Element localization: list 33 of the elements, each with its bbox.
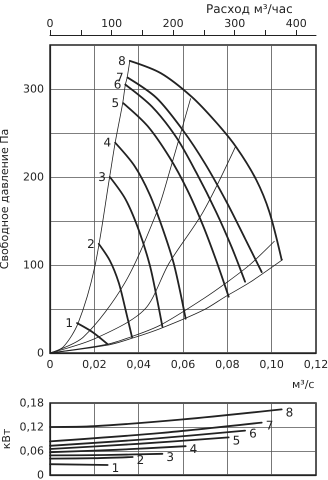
series-label: 4 — [104, 136, 112, 150]
x-tick-label: 0,04 — [126, 358, 151, 371]
y-tick-label: 200 — [23, 170, 44, 184]
x2-tick-label: 100 — [101, 17, 122, 30]
x2-tick-label: 200 — [162, 17, 184, 30]
y-tick-label: 0,18 — [20, 396, 44, 410]
series-label: 8 — [286, 405, 294, 420]
series-label: 1 — [112, 461, 120, 475]
y-tick-label: 100 — [23, 258, 44, 272]
series-label: 5 — [112, 96, 120, 110]
x-tick-label: 0 — [46, 358, 54, 371]
y-tick-label: 0,12 — [20, 420, 44, 434]
y-tick-label: 0 — [37, 346, 44, 360]
y-tick-label: 0,06 — [20, 444, 44, 458]
y-tick-label: 300 — [23, 82, 44, 96]
x2-tick-label: 300 — [224, 17, 246, 30]
series-label: 5 — [232, 433, 240, 448]
x-tick-label: 0,06 — [170, 358, 196, 371]
series-label: 1 — [65, 316, 74, 330]
x-tick-label: 0,10 — [259, 358, 284, 371]
x-tick-label: 0,02 — [82, 358, 107, 371]
series-label: 6 — [249, 426, 257, 441]
series-label: 2 — [87, 236, 95, 251]
series-label: 3 — [166, 450, 174, 464]
y-tick-label: 0 — [37, 468, 44, 480]
x2-tick-label: 400 — [286, 17, 307, 30]
x-tick-label: 0,08 — [215, 358, 240, 371]
x-axis-title: м³/с — [292, 378, 314, 391]
x-tick-label: 0,12 — [304, 358, 328, 371]
x2-tick-label: 0 — [46, 17, 54, 30]
y-axis-title: кВт — [0, 428, 13, 450]
x2-axis-title: Расход м³/час — [206, 2, 293, 16]
series-label: 8 — [118, 54, 126, 68]
